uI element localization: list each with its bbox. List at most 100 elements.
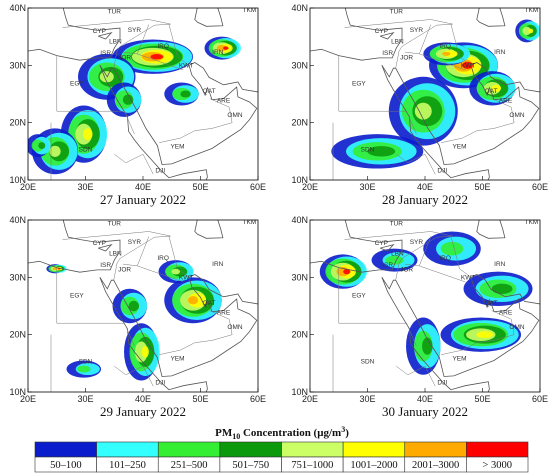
lat-tick-label: 10N: [9, 175, 26, 185]
lon-tick-label: 60E: [532, 394, 548, 404]
legend-label: 50–100: [50, 460, 82, 471]
legend-swatch: [34, 441, 97, 458]
legend-title-sup: 3: [341, 425, 345, 434]
lat-tick-label: 20N: [291, 118, 308, 128]
country-label: KWT: [179, 63, 193, 70]
lon-tick-label: 50E: [192, 394, 208, 404]
country-label: SDN: [361, 146, 375, 153]
country-label: QAT: [485, 300, 498, 307]
dust-area: [528, 28, 534, 34]
dust-area: [76, 365, 91, 373]
dust-area: [38, 142, 46, 150]
country-label: SDN: [79, 146, 93, 153]
country-label: TKM: [243, 7, 257, 14]
border: [137, 265, 184, 283]
country-label: YEM: [452, 143, 466, 150]
lon-tick-label: 30E: [77, 182, 93, 192]
country-label: IRQ: [439, 43, 451, 50]
country-label: TUR: [108, 221, 122, 228]
country-label: SDN: [361, 358, 375, 365]
country-label: KWT: [179, 275, 193, 282]
country-label: IRQ: [157, 255, 169, 262]
dust-area: [343, 268, 351, 275]
legend-title-part: Concentration (μg/m: [240, 427, 341, 439]
legend-swatch: [281, 441, 344, 458]
country-label: YEM: [170, 355, 184, 362]
border: [113, 23, 171, 69]
country-label: YEM: [170, 143, 184, 150]
border: [344, 231, 453, 240]
coastline: [99, 62, 258, 165]
country-label: TKM: [525, 219, 539, 226]
lon-tick-label: 50E: [192, 182, 208, 192]
border: [344, 19, 453, 28]
coastline: [379, 243, 395, 252]
lon-tick-label: 60E: [250, 182, 266, 192]
country-label: TUR: [108, 9, 122, 16]
panel-caption: 28 January 2022: [382, 192, 468, 207]
coastline: [476, 220, 506, 239]
dust-area: [150, 54, 164, 60]
border: [491, 98, 515, 123]
legend-label: 501–750: [232, 460, 269, 471]
border: [209, 98, 233, 123]
legend-title-sub: 10: [232, 432, 240, 441]
coastline: [28, 8, 121, 61]
dust-area: [442, 51, 451, 56]
border: [159, 122, 233, 143]
country-label: OMN: [509, 324, 524, 331]
border: [338, 268, 407, 324]
coastline: [99, 65, 208, 180]
coastline: [310, 8, 403, 61]
country-label: DJI: [437, 380, 447, 387]
map-panel: TUR CYP SYR LBN ISR JOR IRQ EGY SDN YEM OMN ARE DJI K…: [28, 7, 258, 180]
legend-label: 751–1000: [291, 460, 333, 471]
legend-label: 251–500: [171, 460, 208, 471]
border: [56, 56, 125, 112]
country-label: TKM: [525, 7, 539, 14]
country-label: OMN: [227, 112, 242, 119]
country-label: LBN: [391, 39, 404, 46]
country-label: JOR: [118, 267, 131, 274]
country-label: DJI: [155, 168, 165, 175]
border: [338, 56, 407, 112]
lat-tick-label: 10N: [291, 175, 308, 185]
country-label: SYR: [128, 27, 142, 34]
panel-caption: 30 January 2022: [382, 404, 468, 419]
country-label: ISR: [382, 50, 393, 57]
coastline: [28, 220, 121, 273]
dust-area: [52, 267, 58, 271]
lon-tick-label: 60E: [532, 182, 548, 192]
country-label: KWT: [461, 63, 475, 70]
country-label: LBN: [109, 39, 122, 46]
border: [168, 24, 190, 66]
border: [124, 111, 135, 135]
dust-area: [187, 296, 199, 305]
coastline: [99, 274, 258, 377]
coastline: [381, 62, 540, 165]
country-label: IRQ: [157, 43, 169, 50]
dust-area: [128, 300, 140, 312]
border: [159, 334, 233, 355]
coastline: [98, 31, 113, 40]
lon-tick-label: 40E: [417, 182, 433, 192]
country-label: QAT: [203, 88, 216, 95]
lat-tick-label: 10N: [9, 387, 26, 397]
legend-title-part: PM: [215, 427, 233, 439]
country-label: ARE: [217, 98, 231, 105]
country-label: CYP: [93, 240, 106, 247]
country-label: JOR: [400, 267, 413, 274]
border: [441, 334, 515, 355]
lon-tick-label: 30E: [77, 394, 93, 404]
legend-label: > 3000: [482, 460, 512, 471]
lon-tick-label: 40E: [417, 394, 433, 404]
lat-tick-label: 20N: [291, 330, 308, 340]
lat-tick-label: 30N: [291, 272, 308, 282]
legend-title: PM10 Concentration (μg/m3): [215, 425, 349, 441]
dust-area: [171, 268, 181, 275]
dust-area: [99, 71, 114, 83]
lat-tick-label: 40N: [9, 3, 26, 13]
country-label: ISR: [100, 50, 111, 57]
country-label: OMN: [509, 112, 524, 119]
dust-area: [414, 102, 432, 120]
